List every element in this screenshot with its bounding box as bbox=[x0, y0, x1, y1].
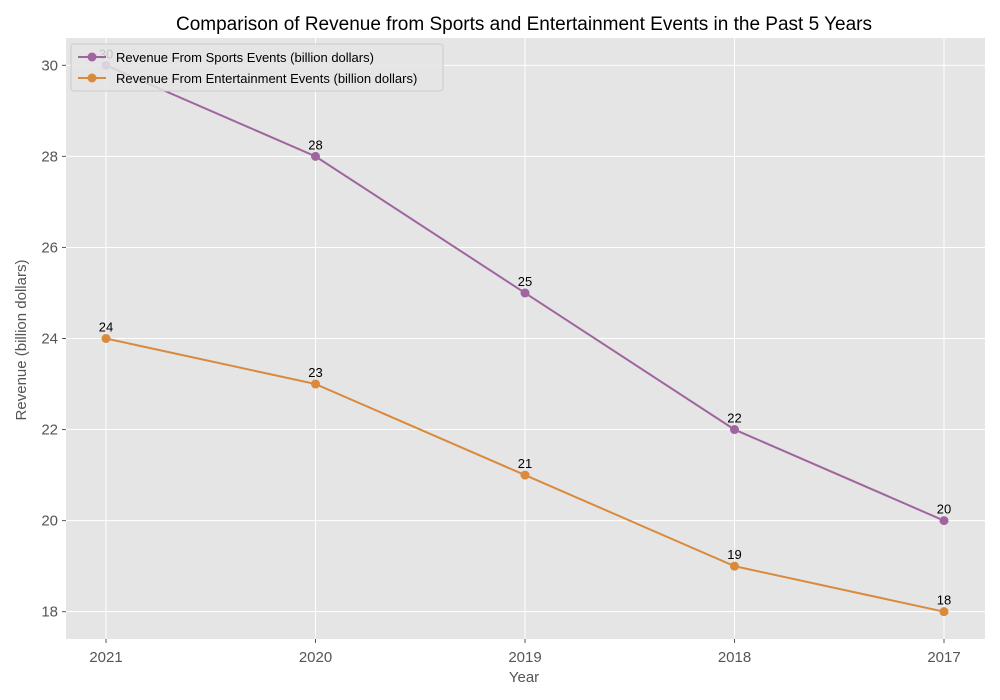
x-tick-label: 2017 bbox=[927, 649, 960, 666]
data-label: 22 bbox=[727, 411, 741, 426]
data-label: 21 bbox=[518, 456, 532, 471]
legend-label: Revenue From Entertainment Events (billi… bbox=[116, 71, 417, 86]
legend-swatch-marker bbox=[87, 52, 97, 62]
data-label: 25 bbox=[518, 274, 532, 289]
y-tick-label: 20 bbox=[41, 513, 58, 530]
y-axis-ticks: 18 20 22 24 26 28 30 bbox=[41, 57, 66, 621]
data-point bbox=[939, 516, 949, 526]
chart-title: Comparison of Revenue from Sports and En… bbox=[176, 14, 872, 35]
x-axis-label: Year bbox=[509, 669, 539, 686]
data-label: 19 bbox=[727, 547, 741, 562]
data-point bbox=[101, 334, 111, 343]
x-axis-ticks: 2021 2020 2019 2018 2017 bbox=[89, 639, 961, 666]
data-label: 20 bbox=[937, 502, 951, 517]
data-label: 23 bbox=[308, 365, 322, 380]
y-tick-label: 30 bbox=[41, 57, 58, 74]
data-point bbox=[520, 470, 530, 480]
data-point bbox=[730, 425, 739, 435]
legend: Revenue From Sports Events (billion doll… bbox=[70, 43, 444, 92]
legend-label: Revenue From Sports Events (billion doll… bbox=[116, 50, 374, 65]
y-tick-label: 26 bbox=[41, 239, 58, 256]
y-tick-label: 24 bbox=[41, 331, 58, 348]
y-tick-label: 18 bbox=[41, 604, 58, 621]
data-point bbox=[311, 151, 320, 161]
y-tick-label: 28 bbox=[41, 148, 58, 165]
x-tick-label: 2019 bbox=[508, 649, 541, 666]
data-label: 28 bbox=[308, 137, 322, 152]
y-tick-label: 22 bbox=[41, 422, 58, 439]
data-label: 18 bbox=[937, 593, 951, 608]
legend-box bbox=[70, 43, 444, 92]
x-tick-label: 2021 bbox=[89, 649, 122, 666]
data-label: 24 bbox=[99, 320, 113, 335]
legend-swatch-marker bbox=[87, 73, 97, 83]
data-point bbox=[730, 561, 739, 571]
data-point bbox=[311, 379, 320, 389]
series-entertainment: 24 23 21 19 18 bbox=[99, 320, 951, 617]
y-axis-label: Revenue (billion dollars) bbox=[13, 260, 30, 421]
grid-lines bbox=[66, 38, 985, 639]
data-point bbox=[939, 607, 949, 617]
data-point bbox=[520, 288, 530, 298]
x-tick-label: 2020 bbox=[299, 649, 332, 666]
x-tick-label: 2018 bbox=[718, 649, 751, 666]
